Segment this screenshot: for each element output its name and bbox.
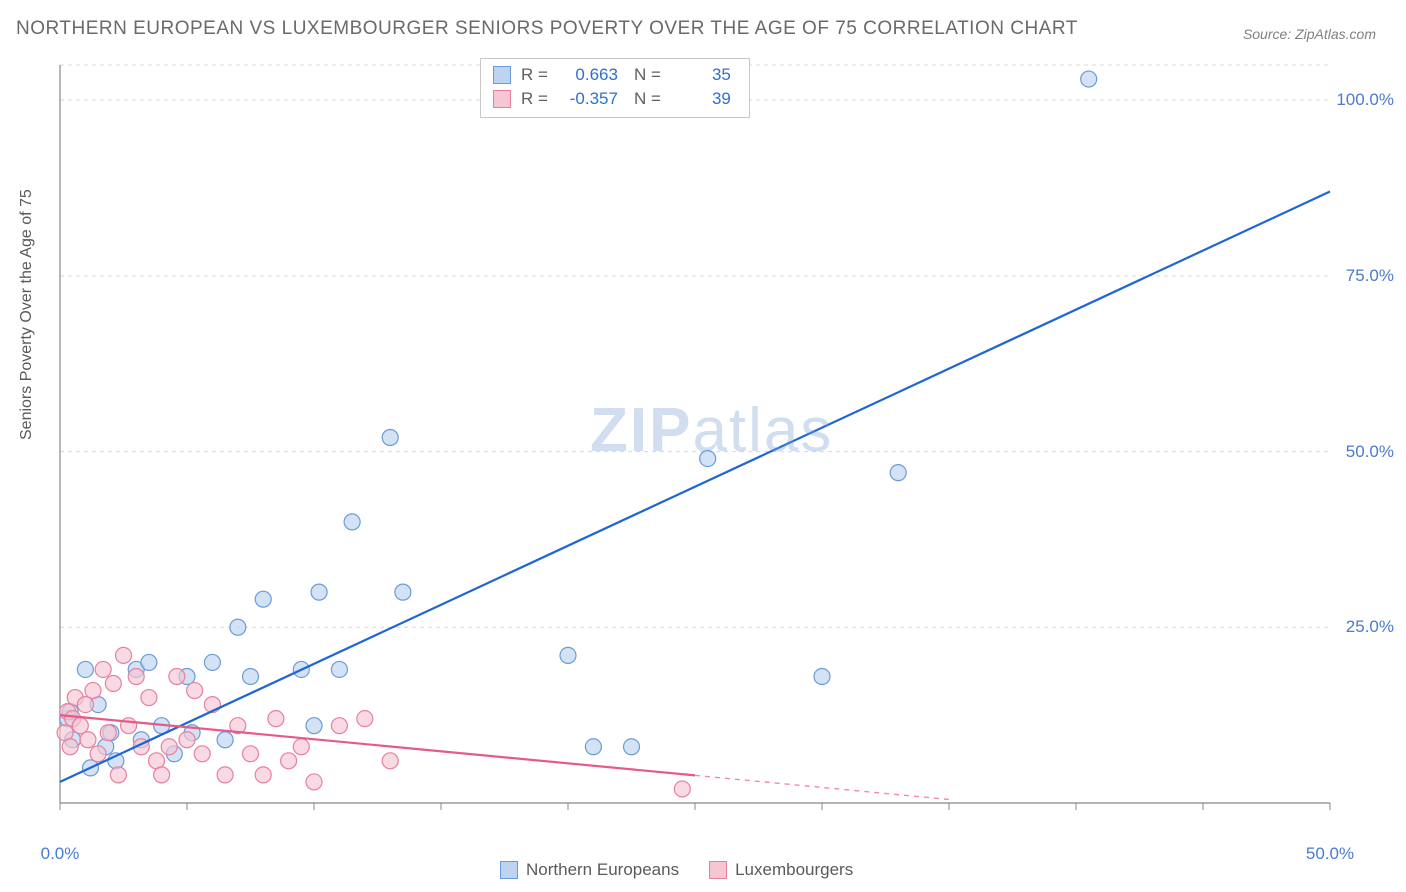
x-tick-label: 0.0% [41,844,80,864]
legend-item: Luxembourgers [709,860,853,880]
chart-svg [50,55,1360,815]
y-tick-label: 25.0% [1346,617,1394,637]
y-axis-label: Seniors Poverty Over the Age of 75 [18,189,36,440]
legend-swatch [709,861,727,879]
y-tick-label: 100.0% [1336,90,1394,110]
x-tick-label: 50.0% [1306,844,1354,864]
r-label: R = [521,65,548,85]
chart-title: NORTHERN EUROPEAN VS LUXEMBOURGER SENIOR… [16,18,1078,40]
correlation-legend: R = 0.663 N = 35 R = -0.357 N = 39 [480,58,750,118]
n-label: N = [634,89,661,109]
n-value: 35 [673,65,731,85]
n-value: 39 [673,89,731,109]
y-tick-label: 50.0% [1346,442,1394,462]
chart-area [50,55,1360,815]
y-tick-label: 75.0% [1346,266,1394,286]
r-value: 0.663 [560,65,618,85]
legend-item: Northern Europeans [500,860,679,880]
series-legend: Northern Europeans Luxembourgers [500,860,853,880]
legend-label: Luxembourgers [735,860,853,880]
corr-legend-row: R = -0.357 N = 39 [493,87,737,111]
legend-swatch [493,66,511,84]
source-label: Source: ZipAtlas.com [1243,26,1376,42]
legend-swatch [500,861,518,879]
corr-legend-row: R = 0.663 N = 35 [493,63,737,87]
n-label: N = [634,65,661,85]
legend-label: Northern Europeans [526,860,679,880]
r-label: R = [521,89,548,109]
legend-swatch [493,90,511,108]
r-value: -0.357 [560,89,618,109]
